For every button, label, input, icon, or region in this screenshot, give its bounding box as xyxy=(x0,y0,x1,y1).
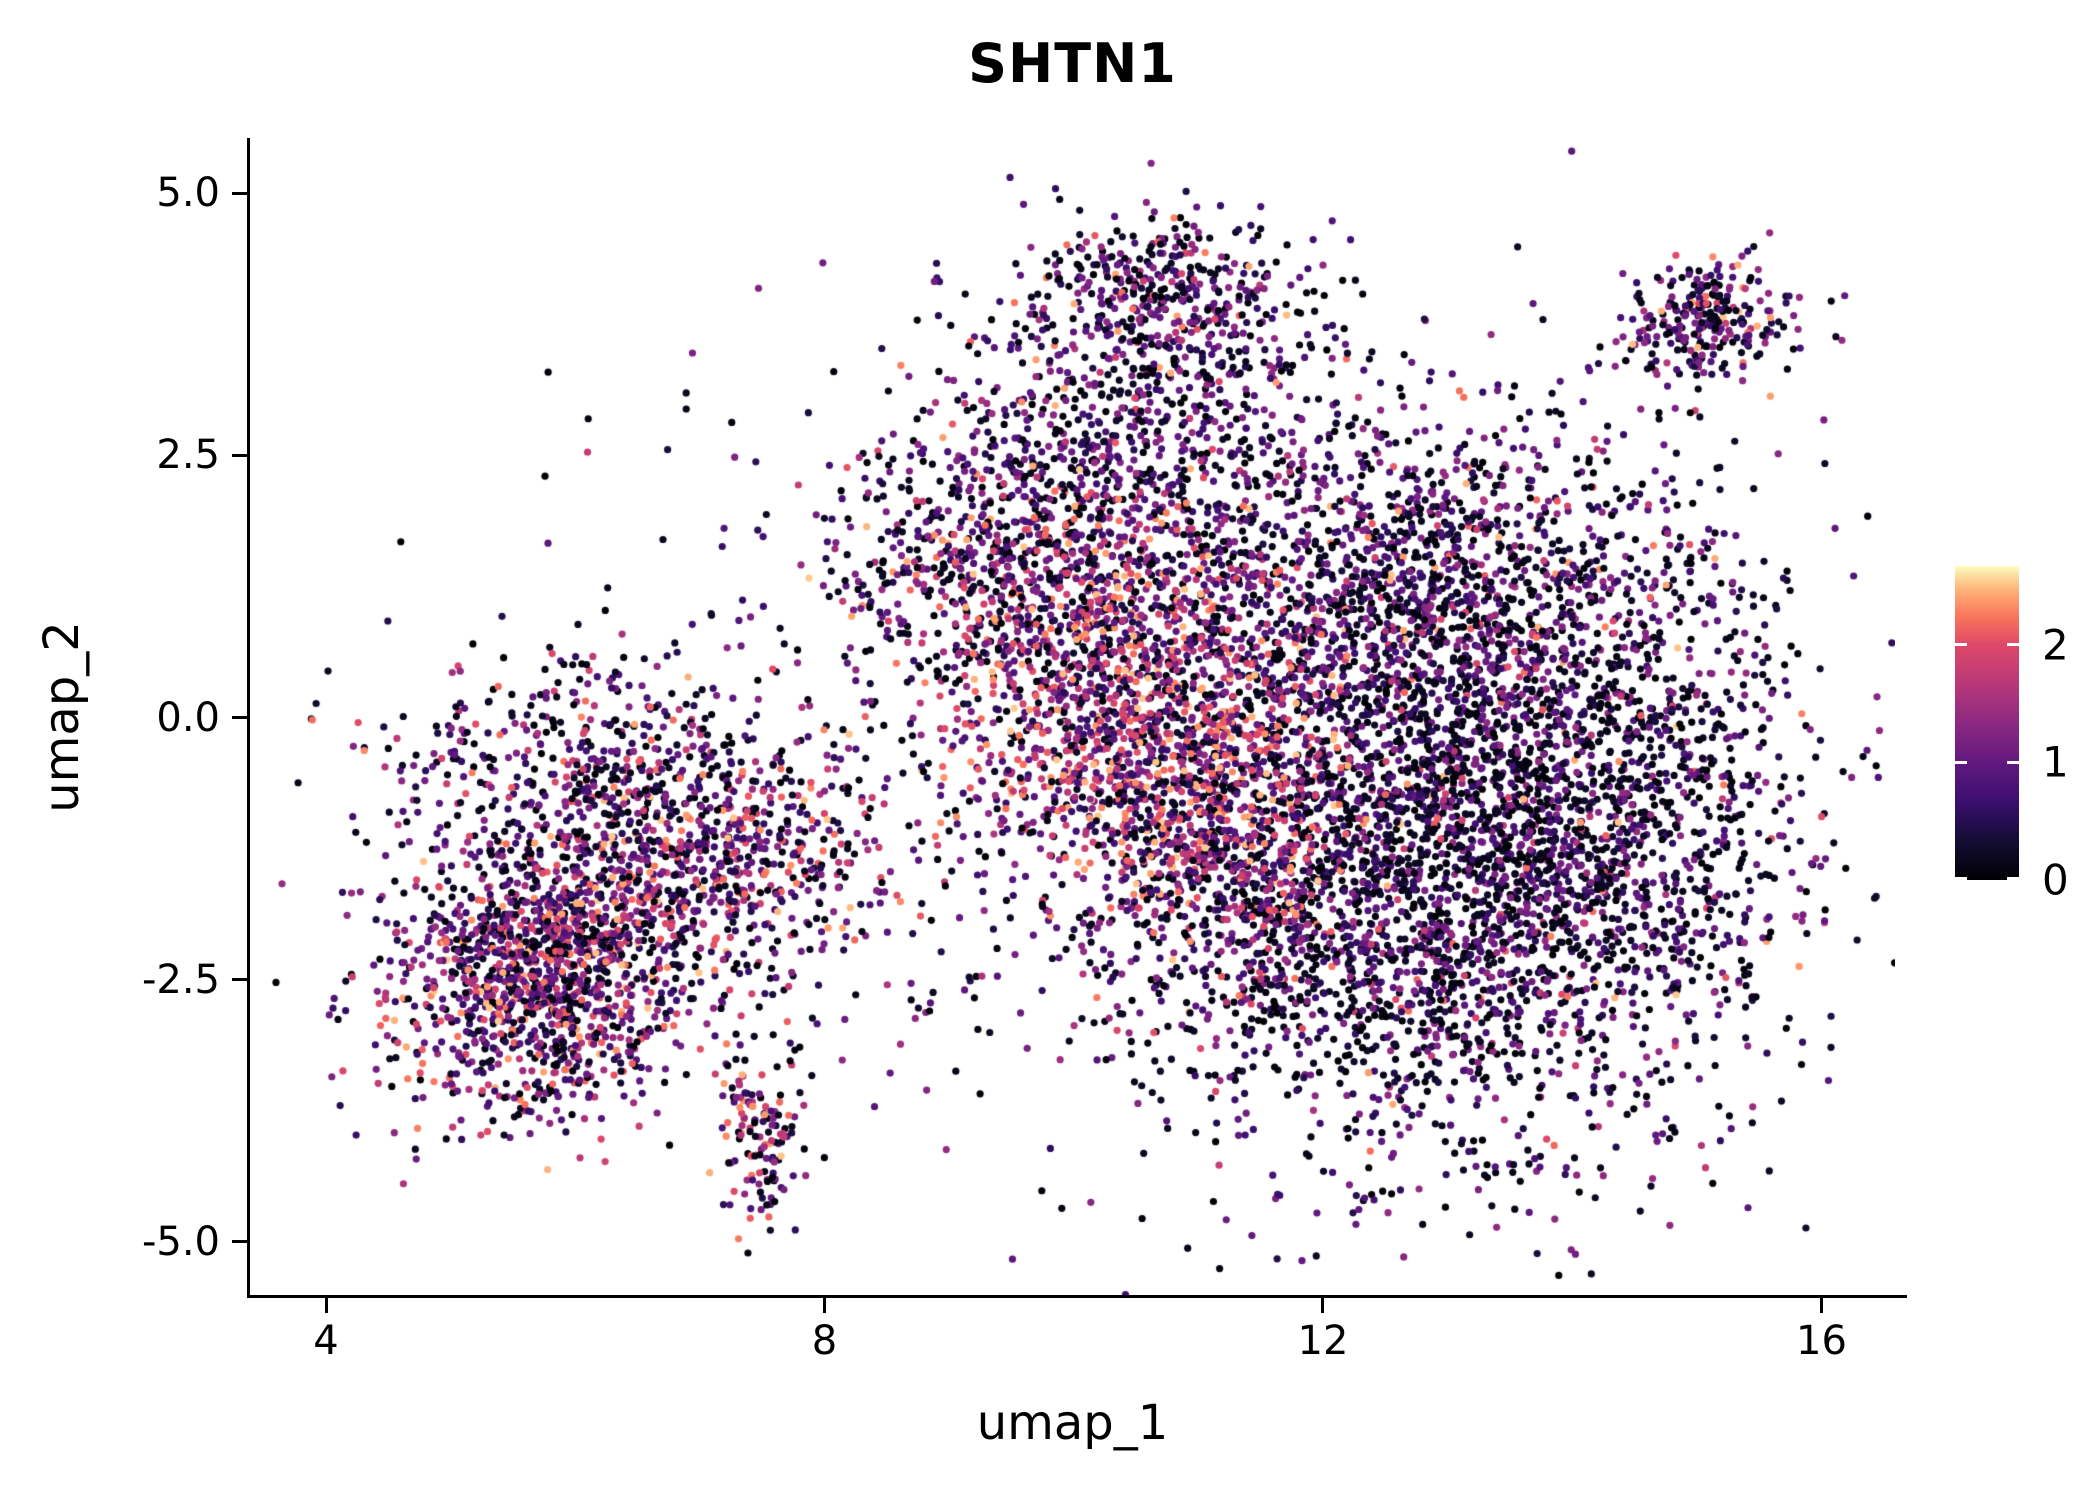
colorbar-tick-dash xyxy=(2007,877,2019,880)
chart-title: SHTN1 xyxy=(968,32,1177,95)
colorbar-tick-dash xyxy=(1955,877,1967,880)
x-axis-label: umap_1 xyxy=(976,1395,1169,1451)
colorbar-tick-dash xyxy=(2007,760,2019,764)
x-tick-mark xyxy=(324,1298,328,1313)
x-tick-mark xyxy=(1819,1298,1823,1313)
scatter-points-canvas xyxy=(250,140,1895,1295)
colorbar-tick-dash xyxy=(1955,760,1967,764)
x-axis-line xyxy=(247,1295,1907,1298)
colorbar-tick-dash xyxy=(1955,643,1967,647)
colorbar-tick-label: 0 xyxy=(2042,855,2069,905)
y-tick-label: -5.0 xyxy=(141,1218,220,1265)
x-tick-label: 16 xyxy=(1796,1318,1847,1364)
y-tick-mark xyxy=(232,978,247,982)
x-tick-label: 12 xyxy=(1297,1318,1349,1364)
y-tick-label: -2.5 xyxy=(141,956,220,1003)
colorbar-tick-dash xyxy=(2007,643,2019,647)
y-tick-mark xyxy=(232,716,247,719)
y-tick-mark xyxy=(232,1240,247,1244)
y-tick-mark xyxy=(232,453,247,457)
x-tick-label: 8 xyxy=(811,1318,838,1364)
y-tick-mark xyxy=(232,191,247,195)
x-tick-label: 4 xyxy=(313,1318,339,1364)
y-tick-label: 2.5 xyxy=(156,432,220,479)
colorbar-tick-label: 1 xyxy=(2042,737,2069,787)
colorbar-tick-label: 2 xyxy=(2042,620,2069,670)
colorbar-gradient xyxy=(1955,566,2019,880)
y-tick-label: 5.0 xyxy=(156,170,220,217)
colorbar-legend xyxy=(1955,566,2019,880)
y-axis-line xyxy=(247,138,250,1298)
x-tick-mark xyxy=(823,1298,826,1313)
y-tick-label: 0.0 xyxy=(156,694,220,741)
x-tick-mark xyxy=(1321,1298,1325,1313)
